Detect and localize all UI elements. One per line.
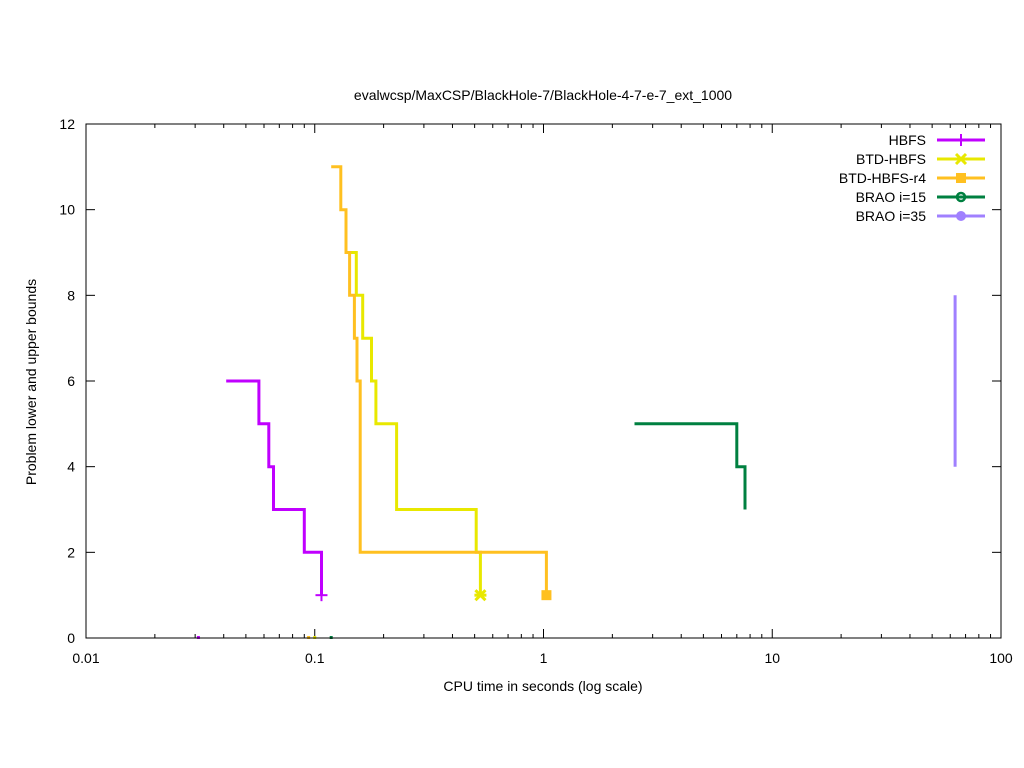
x-tick-label: 100	[989, 650, 1013, 666]
y-tick-label: 0	[67, 630, 75, 646]
series-line	[344, 251, 482, 596]
x-tick-label: 0.1	[305, 650, 325, 666]
series-brao-i-15	[329, 422, 747, 639]
y-axis-label: Problem lower and upper bounds	[23, 279, 39, 485]
marker-shape	[956, 173, 966, 183]
legend-marker	[955, 191, 967, 203]
plot-frame	[85, 123, 1002, 639]
series-line	[226, 379, 323, 596]
x-tick-label: 0.01	[72, 650, 99, 666]
legend-label: BTD-HBFS	[856, 151, 926, 167]
series-line	[634, 422, 747, 510]
series-hbfs	[196, 379, 328, 639]
y-tick-label: 10	[59, 202, 75, 218]
x-axis-label: CPU time in seconds (log scale)	[443, 678, 642, 694]
series-btd-hbfs-r4	[307, 165, 552, 639]
legend-item-btd-hbfs-r4: BTD-HBFS-r4	[839, 170, 985, 186]
marker-stroke	[474, 589, 487, 602]
legend-label: HBFS	[889, 132, 926, 148]
series-btd-hbfs	[313, 251, 487, 639]
y-tick-label: 2	[67, 544, 75, 560]
legend-marker	[956, 173, 966, 183]
legend-label: BRAO i=15	[856, 189, 927, 205]
series-final-point	[315, 589, 328, 602]
x-tick-label: 1	[540, 650, 548, 666]
series-line	[331, 165, 548, 596]
series-final-point	[474, 589, 487, 602]
legend-item-brao-i-35: BRAO i=35	[856, 208, 985, 224]
legend-label: BRAO i=35	[856, 208, 927, 224]
x-tick-label: 10	[764, 650, 780, 666]
legend-item-btd-hbfs: BTD-HBFS	[856, 151, 985, 167]
legend-marker	[955, 134, 967, 146]
y-tick-label: 4	[67, 459, 75, 475]
series-final-point	[541, 590, 552, 601]
legend: HBFS BTD-HBFS BTD-HBFS-r4 BRAO i=15 BRAO i=3…	[839, 132, 985, 224]
legend-marker	[956, 211, 966, 221]
axes-ticks: 0 2 4 6 8 10 12 0.01 0.1 1 10 100	[59, 116, 1012, 666]
legend-marker	[954, 152, 968, 166]
y-tick-label: 12	[59, 116, 75, 132]
marker-shape	[956, 211, 966, 221]
marker-shape	[541, 590, 552, 601]
legend-item-brao-i-15: BRAO i=15	[856, 189, 985, 205]
y-tick-label: 6	[67, 373, 75, 389]
legend-label: BTD-HBFS-r4	[839, 170, 926, 186]
marker-stroke	[954, 152, 968, 166]
marker-shape	[955, 191, 967, 203]
legend-item-hbfs: HBFS	[889, 132, 985, 148]
y-tick-label: 8	[67, 287, 75, 303]
chart-title: evalwcsp/MaxCSP/BlackHole-7/BlackHole-4-…	[354, 87, 732, 103]
plot-series	[196, 165, 957, 639]
